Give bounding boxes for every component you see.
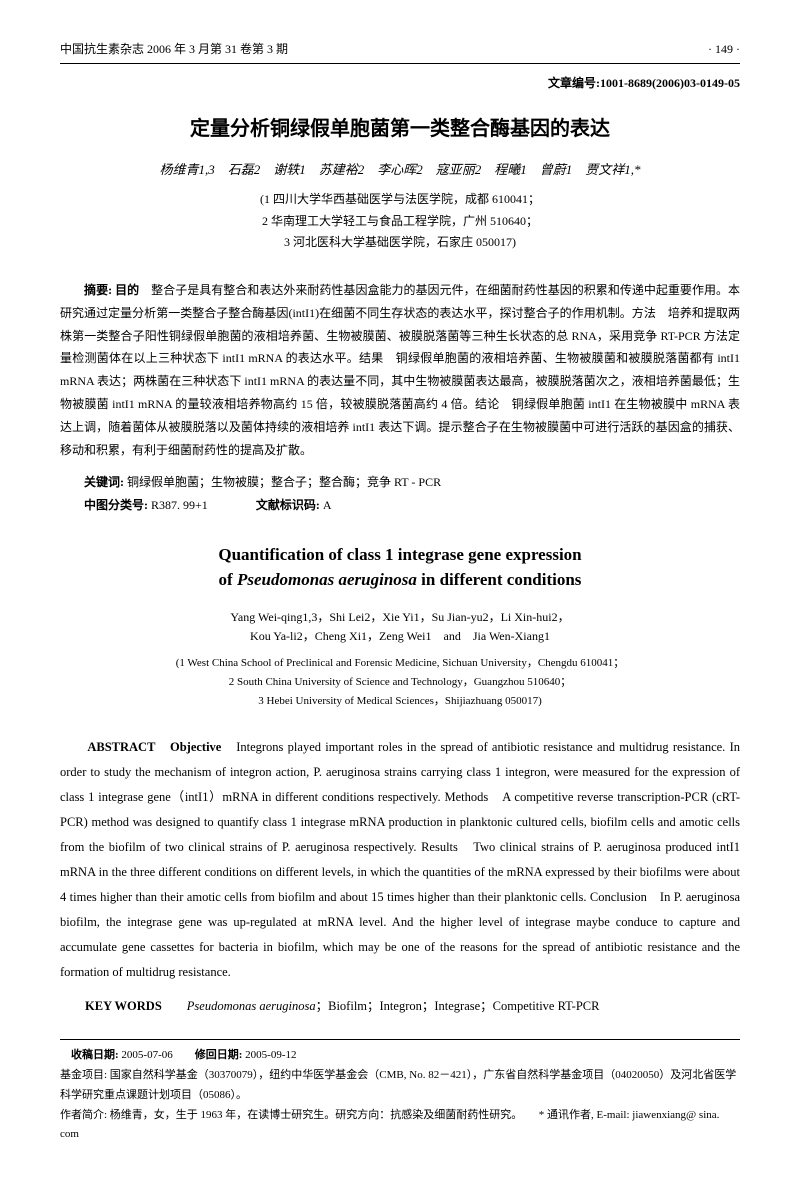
clc-label: 中图分类号:	[84, 498, 148, 512]
title-en-l2: of Pseudomonas aeruginosa in different c…	[60, 567, 740, 593]
authors-en-l1: Yang Wei-qing1,3，Shi Lei2，Xie Yi1，Su Jia…	[60, 608, 740, 627]
doc-code-label: 文献标识码:	[256, 498, 320, 512]
title-en-l1: Quantification of class 1 integrase gene…	[60, 542, 740, 568]
footer-separator	[60, 1039, 740, 1046]
article-id: 文章编号:1001-8689(2006)03-0149-05	[60, 74, 740, 93]
doc-code-value: A	[320, 498, 332, 512]
keywords-cn-label: 关键词:	[84, 475, 124, 489]
affiliations-english: (1 West China School of Preclinical and …	[60, 654, 740, 710]
abstract-chinese: 摘要: 目的 整合子是具有整合和表达外来耐药性基因盒能力的基因元件，在细菌耐药性…	[60, 279, 740, 461]
affil-cn-3: 3 河北医科大学基础医学院，石家庄 050017)	[60, 232, 740, 254]
affil-en-3: 3 Hebei University of Medical Sciences，S…	[60, 692, 740, 711]
abstract-cn-text: 整合子是具有整合和表达外来耐药性基因盒能力的基因元件，在细菌耐药性基因的积累和传…	[60, 283, 740, 457]
keywords-chinese: 关键词: 铜绿假单胞菌；生物被膜；整合子；整合酶；竞争 RT - PCR	[60, 471, 740, 494]
authors-english: Yang Wei-qing1,3，Shi Lei2，Xie Yi1，Su Jia…	[60, 608, 740, 646]
title-english: Quantification of class 1 integrase gene…	[60, 542, 740, 593]
abstract-cn-label: 摘要: 目的	[84, 283, 139, 297]
author-bio: 作者简介: 杨维青，女，生于 1963 年，在读博士研究生。研究方向：抗感染及细…	[60, 1106, 740, 1146]
article-id-value: 1001-8689(2006)03-0149-05	[600, 76, 740, 90]
affil-en-2: 2 South China University of Science and …	[60, 673, 740, 692]
abstract-en-label: ABSTRACT Objective	[87, 740, 221, 754]
clc-value: R387. 99+1	[148, 498, 208, 512]
keywords-en-label: KEY WORDS	[85, 999, 162, 1013]
classification: 中图分类号: R387. 99+1 文献标识码: A	[60, 494, 740, 517]
footer: 收稿日期: 2005-07-06 修回日期: 2005-09-12 基金项目: …	[60, 1046, 740, 1145]
keywords-cn-text: 铜绿假单胞菌；生物被膜；整合子；整合酶；竞争 RT - PCR	[124, 475, 441, 489]
keywords-english: KEY WORDS Pseudomonas aeruginosa；Biofilm…	[60, 995, 740, 1019]
journal-info: 中国抗生素杂志 2006 年 3 月第 31 卷第 3 期	[60, 40, 288, 59]
abstract-en-text: Integrons played important roles in the …	[60, 740, 740, 979]
affil-en-1: (1 West China School of Preclinical and …	[60, 654, 740, 673]
keywords-en-text: Pseudomonas aeruginosa；Biofilm；Integron；…	[162, 999, 600, 1013]
affiliations-chinese: (1 四川大学华西基础医学与法医学院，成都 610041； 2 华南理工大学轻工…	[60, 189, 740, 254]
authors-chinese: 杨维青1,3 石磊2 谢轶1 苏建裕2 李心晖2 寇亚丽2 程曦1 曾蔚1 贾文…	[60, 160, 740, 181]
dates: 收稿日期: 2005-07-06 修回日期: 2005-09-12	[60, 1046, 740, 1066]
title-chinese: 定量分析铜绿假单胞菌第一类整合酶基因的表达	[60, 113, 740, 145]
affil-cn-1: (1 四川大学华西基础医学与法医学院，成都 610041；	[60, 189, 740, 211]
authors-en-l2: Kou Ya-li2，Cheng Xi1，Zeng Wei1 and Jia W…	[60, 627, 740, 646]
abstract-english: ABSTRACT Objective Integrons played impo…	[60, 735, 740, 985]
page-header: 中国抗生素杂志 2006 年 3 月第 31 卷第 3 期 · 149 ·	[60, 40, 740, 64]
affil-cn-2: 2 华南理工大学轻工与食品工程学院，广州 510640；	[60, 211, 740, 233]
page-number: · 149 ·	[708, 40, 740, 59]
funding: 基金项目: 国家自然科学基金（30370079），纽约中华医学基金会（CMB, …	[60, 1066, 740, 1106]
article-id-label: 文章编号:	[548, 76, 600, 90]
